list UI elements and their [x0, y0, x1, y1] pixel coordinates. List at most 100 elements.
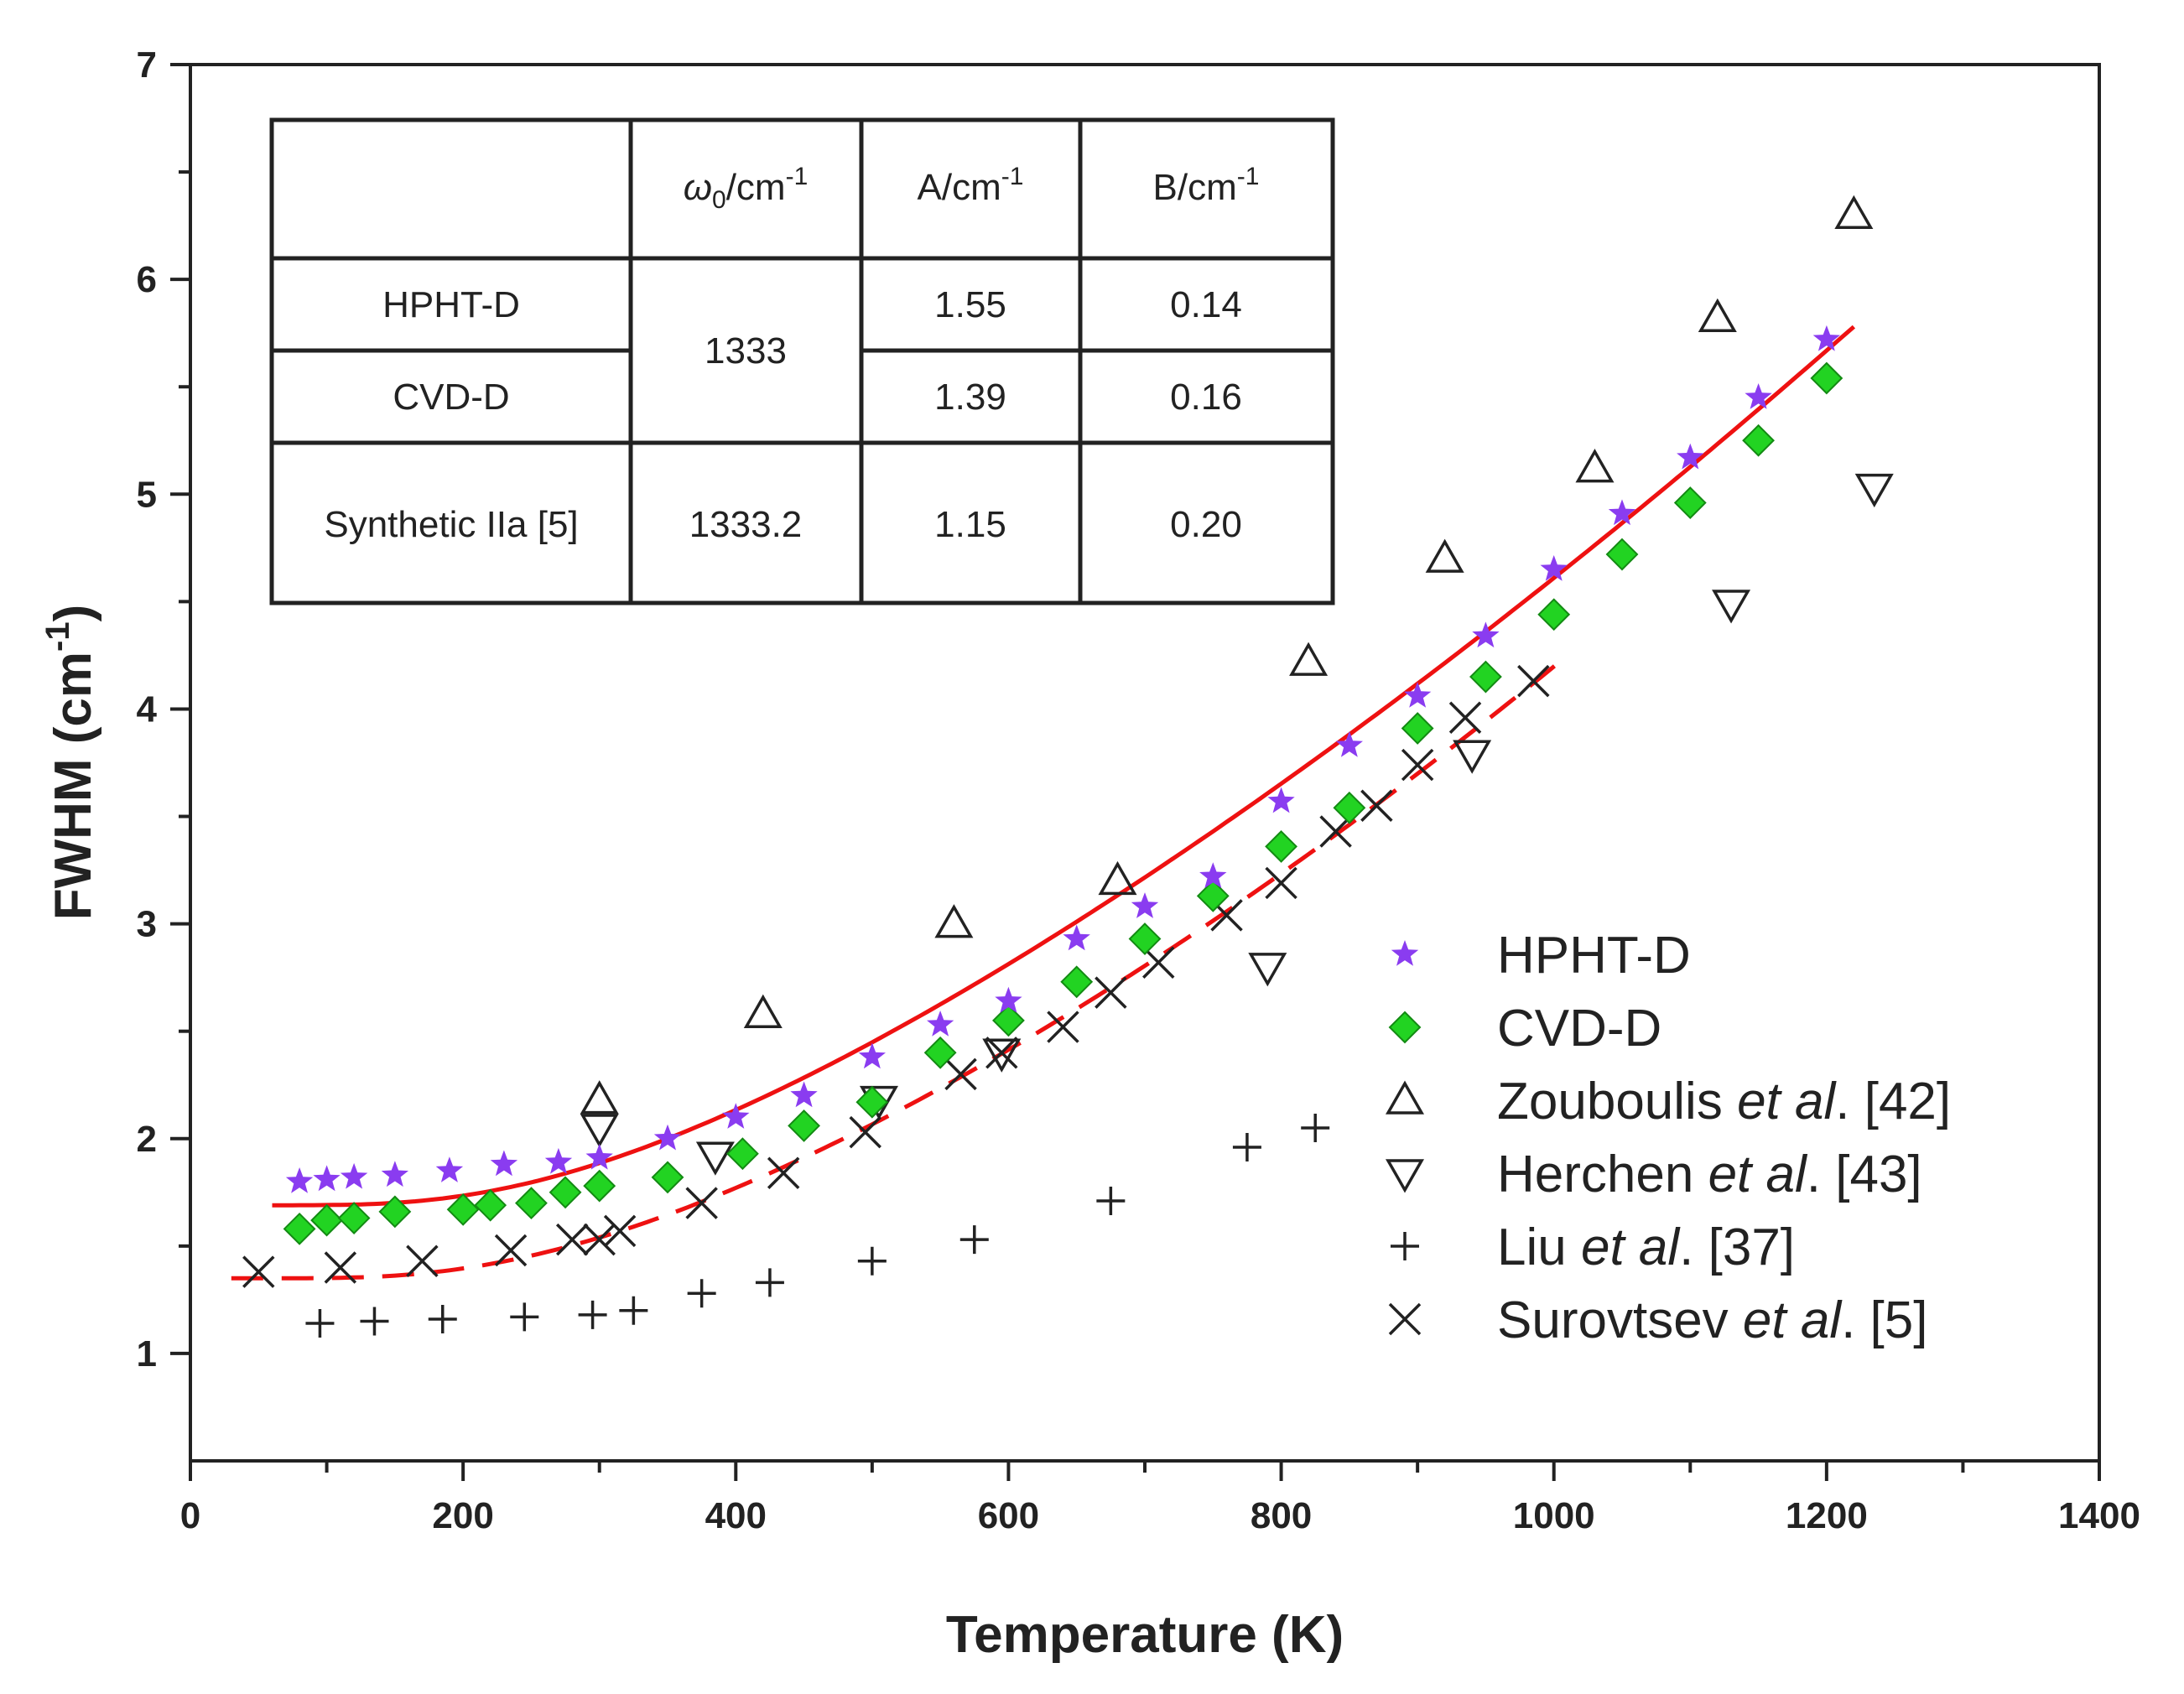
row-cvd-a: 1.39: [934, 377, 1006, 418]
legend-label-ref: . [42]: [1835, 1073, 1951, 1130]
legend-marker: [1388, 1302, 1422, 1336]
data-point: [360, 1307, 389, 1336]
fit-solid: [272, 325, 1856, 1208]
series-star: [285, 325, 1840, 1193]
header-b: B/cm-1: [1153, 163, 1260, 208]
data-point: [923, 1036, 957, 1069]
data-point: [310, 1203, 343, 1237]
data-point: [1401, 748, 1434, 782]
data-point: [1301, 1113, 1330, 1142]
legend-label-italic: et al: [1708, 1146, 1808, 1203]
x-tick-label: 200: [432, 1495, 493, 1536]
data-point: [313, 1165, 341, 1192]
data-point: [725, 1137, 759, 1171]
data-point: [1608, 499, 1636, 526]
legend-label-ref: . [43]: [1807, 1146, 1922, 1203]
row-hpht-a: 1.55: [934, 284, 1006, 325]
data-point: [1712, 590, 1751, 624]
header-omega-unit: /cm: [726, 167, 786, 208]
header-b-sup: -1: [1237, 163, 1260, 190]
data-point: [743, 994, 783, 1028]
legend-label-ref: . [37]: [1679, 1219, 1795, 1276]
legend-marker: [1385, 1159, 1425, 1193]
table-grid: [269, 117, 1335, 605]
data-point: [494, 1234, 528, 1267]
data-point: [428, 1304, 457, 1333]
header-omega-sup: -1: [786, 163, 809, 190]
data-point: [1469, 660, 1502, 694]
data-point: [406, 1245, 439, 1278]
data-point: [1319, 815, 1352, 848]
legend-label-name: Zouboulis: [1497, 1073, 1737, 1130]
data-point: [687, 1279, 716, 1308]
data-point: [790, 1081, 818, 1108]
row-hpht-b: 0.14: [1170, 284, 1242, 325]
x-tick-label: 0: [180, 1495, 200, 1536]
legend-marker: [1388, 1011, 1422, 1044]
row-synthetic-omega: 1333.2: [689, 504, 803, 545]
data-point: [474, 1188, 507, 1222]
y-axis-title-main: FWHM (cm: [44, 652, 102, 920]
data-point: [337, 1202, 371, 1234]
ticks: 0 200 400 600 800 1000 1200 1400 1 2 3 4 5 6 7: [137, 44, 2140, 1536]
data-point: [1834, 195, 1874, 230]
legend-label: Zouboulis et al. [42]: [1497, 1073, 1951, 1130]
data-point: [982, 1038, 1022, 1073]
data-point: [285, 1167, 314, 1193]
y-tick-label: 6: [137, 259, 157, 300]
data-point: [435, 1156, 464, 1182]
series-plus: [305, 1113, 1330, 1338]
data-point: [1812, 325, 1840, 351]
x-tick-label: 1400: [2058, 1495, 2140, 1536]
legend-label-italic: et al: [1581, 1219, 1681, 1276]
data-point: [995, 986, 1022, 1013]
legend-label: Herchen et al. [43]: [1497, 1146, 1922, 1203]
data-point: [1248, 953, 1287, 987]
data-point: [446, 1193, 480, 1226]
data-point: [1537, 598, 1571, 631]
data-point: [1677, 443, 1704, 470]
legend-label: Surovtsev et al. [5]: [1497, 1291, 1928, 1349]
data-point: [283, 1212, 316, 1245]
data-point: [651, 1161, 684, 1194]
data-point: [1425, 538, 1464, 573]
data-point: [1810, 361, 1843, 395]
legend-label-name: Herchen: [1497, 1146, 1708, 1203]
y-tick-label: 1: [137, 1333, 157, 1374]
data-markers: [242, 195, 1894, 1338]
series-cross: [242, 664, 1550, 1288]
series-triangle-down: [580, 473, 1894, 1176]
data-point: [1745, 383, 1772, 409]
data-point: [549, 1176, 582, 1209]
data-point: [580, 1114, 619, 1148]
data-point: [1673, 486, 1707, 519]
data-point: [1335, 731, 1363, 757]
row-cvd-name: CVD-D: [393, 377, 509, 418]
data-point: [1128, 922, 1162, 955]
legend-label-name: Surovtsev: [1497, 1291, 1743, 1349]
data-point: [1401, 712, 1434, 745]
x-tick-label: 800: [1251, 1495, 1312, 1536]
y-tick-label: 4: [137, 689, 158, 730]
legend-label: HPHT-D: [1497, 927, 1691, 985]
data-point: [1196, 879, 1230, 912]
data-point: [934, 904, 974, 938]
series-triangle-up: [580, 195, 1874, 1115]
data-point: [985, 1037, 1018, 1069]
data-point: [849, 1115, 881, 1149]
legend-marker: [1385, 1080, 1425, 1115]
legend-label-name: CVD-D: [1497, 1000, 1661, 1057]
data-point: [857, 1246, 887, 1276]
axes: [189, 63, 2101, 1463]
y-tick-label: 3: [137, 904, 157, 945]
data-point: [603, 1214, 637, 1248]
data-point: [1575, 449, 1615, 483]
data-point: [510, 1302, 539, 1332]
legend-marker: [1391, 940, 1419, 966]
data-point: [1453, 740, 1492, 774]
header-a-unit: A/cm: [918, 167, 1001, 208]
data-point: [583, 1223, 616, 1256]
data-point: [324, 1251, 357, 1284]
x-tick-label: 1000: [1513, 1495, 1595, 1536]
data-point: [585, 1143, 613, 1170]
